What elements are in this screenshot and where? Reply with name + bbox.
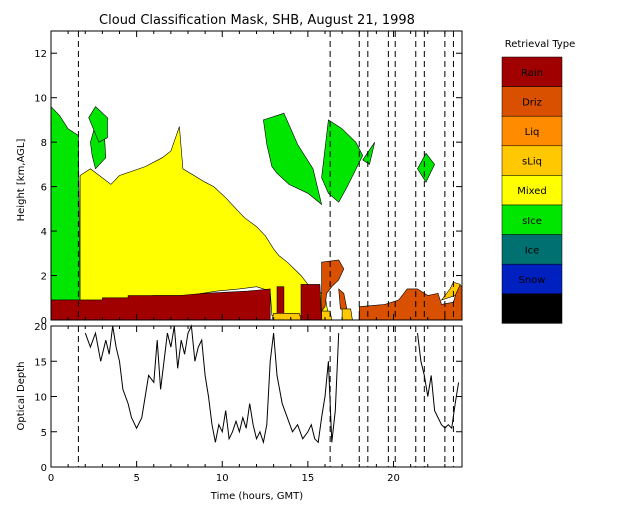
cloud-mask-plot: 0 2 4 6 8 10 12 xyxy=(34,30,463,327)
legend-label-driz: Driz xyxy=(522,97,542,108)
top-ytick-label-8: 8 xyxy=(41,138,47,149)
region-sice-0 xyxy=(50,105,81,301)
legend-swatch-uncrt xyxy=(501,293,563,324)
top-ytick-label-12: 12 xyxy=(34,49,47,60)
top-ytick-label-2: 2 xyxy=(41,272,47,283)
optical-depth-series-0 xyxy=(84,324,460,445)
region-sice-5 xyxy=(362,142,375,165)
xtick-label-10: 10 xyxy=(216,473,229,484)
legend-label-ice: Ice xyxy=(525,245,540,256)
bottom-ytick-label-0: 0 xyxy=(41,463,47,474)
bottom-frame xyxy=(50,325,463,468)
legend-label-mixed: Mixed xyxy=(517,186,547,197)
region-driz-12 xyxy=(338,288,348,312)
top-ytick-label-0: 0 xyxy=(41,316,47,327)
xtick-label-20: 20 xyxy=(387,473,400,484)
bottom-ytick-label-15: 15 xyxy=(34,357,47,368)
legend-swatch-driz xyxy=(501,86,563,117)
legend-swatch-ice xyxy=(501,234,563,265)
legend-label-snow: Snow xyxy=(519,275,546,286)
legend-label-sliq: sLiq xyxy=(522,157,542,168)
top-ytick-label-10: 10 xyxy=(34,94,47,105)
top-ytick-label-4: 4 xyxy=(41,227,47,238)
legend-label-liq: Liq xyxy=(525,127,540,138)
legend-swatch-snow xyxy=(501,263,563,295)
xtick-label-5: 5 xyxy=(133,473,139,484)
xtick-label-0: 0 xyxy=(48,473,54,484)
bottom-ytick-label-10: 10 xyxy=(34,393,47,404)
legend-label-uncrt: Uncrt xyxy=(518,305,545,316)
bottom-ytick-label-20: 20 xyxy=(34,322,47,333)
bottom-ytick-label-5: 5 xyxy=(41,428,47,439)
region-driz-11 xyxy=(321,259,345,312)
top-ytick-label-6: 6 xyxy=(41,183,47,194)
region-driz-13 xyxy=(358,283,463,321)
region-rain-10 xyxy=(300,284,322,321)
optical-depth-axis-label: Optical Depth xyxy=(16,362,27,431)
region-sice-3 xyxy=(263,112,323,206)
legend: Rain Driz Liq sLiq Mixed sIce Ice Snow Uncrt xyxy=(501,56,563,324)
optical-depth-plot: 0 5 10 15 20 0 5 10 15 20 xyxy=(34,322,463,484)
region-sice-4 xyxy=(321,119,364,203)
region-rain-8 xyxy=(50,288,271,321)
region-mixed-7 xyxy=(79,126,329,316)
region-sliq-15 xyxy=(440,281,461,301)
legend-swatch-sliq xyxy=(501,145,563,176)
legend-swatch-mixed xyxy=(501,175,563,206)
legend-swatch-liq xyxy=(501,115,563,147)
xtick-label-15: 15 xyxy=(302,473,315,484)
legend-label-sice: sIce xyxy=(522,216,542,227)
time-axis-label: Time (hours, GMT) xyxy=(210,491,304,502)
height-axis-label: Height [km,AGL] xyxy=(16,139,27,222)
chart-title: Cloud Classification Mask, SHB, August 2… xyxy=(99,13,415,28)
legend-label-rain: Rain xyxy=(521,68,543,79)
region-sice-2 xyxy=(88,106,108,143)
legend-title: Retrieval Type xyxy=(505,39,576,50)
region-sice-6 xyxy=(417,152,435,183)
